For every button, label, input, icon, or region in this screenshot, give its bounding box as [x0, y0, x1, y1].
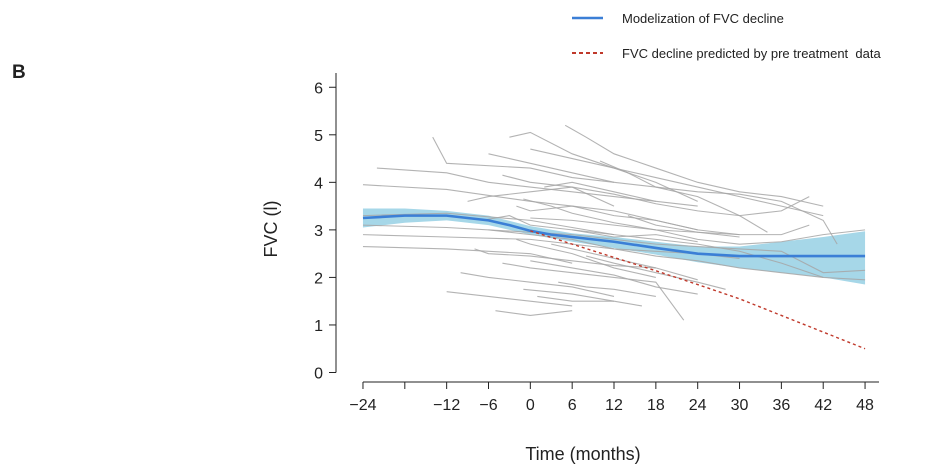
confidence-band-layer [362, 208, 866, 285]
confidence-band [362, 208, 866, 285]
patient-trajectory-line [537, 295, 615, 302]
x-tick-label: −12 [433, 397, 460, 414]
patient-trajectory-line [599, 160, 768, 233]
model-fvc-decline-line [362, 214, 866, 258]
x-tick-label: −24 [349, 397, 376, 414]
patient-trajectory-line [502, 262, 685, 321]
patient-trajectory-line [530, 148, 824, 217]
patient-trajectory-line [564, 124, 824, 207]
panel-label: B [12, 62, 26, 83]
patient-trajectory-line [530, 217, 866, 245]
patient-trajectory-line [362, 224, 866, 274]
x-tick-label: 24 [689, 397, 707, 414]
patient-trajectory-line [502, 174, 810, 217]
patient-trajectory-line [446, 291, 573, 307]
patient-trajectory-line [432, 136, 838, 245]
patient-trajectory-line [495, 310, 573, 317]
patient-trajectory-line [467, 186, 615, 207]
patient-trajectory-line [530, 260, 698, 295]
patient-trajectory-line [516, 238, 656, 278]
x-axis-title: Time (months) [525, 444, 640, 464]
patient-trajectory-line [460, 272, 615, 297]
x-tick-label: 42 [814, 397, 832, 414]
series-layer [362, 214, 866, 350]
legend-label-prediction: FVC decline predicted by pre treatment d… [622, 46, 881, 61]
patient-trajectory-line [551, 243, 656, 269]
x-tick-label: 18 [647, 397, 665, 414]
patient-trajectory-line [544, 181, 698, 207]
y-tick-label: 0 [314, 365, 323, 382]
patient-trajectory-line [585, 255, 726, 290]
y-tick-label: 1 [314, 318, 323, 335]
patient-trajectory-line [362, 212, 615, 236]
patient-trajectory-line [516, 205, 740, 236]
patient-trajectory-line [488, 229, 866, 281]
legend-label-model: Modelization of FVC decline [622, 11, 784, 26]
patient-trajectory-line [572, 229, 698, 243]
individual-patient-layer [362, 124, 866, 321]
patient-trajectory-line [627, 215, 740, 238]
y-tick-label: 2 [314, 270, 323, 287]
legend: Modelization of FVC decline FVC decline … [572, 11, 881, 61]
patient-trajectory-line [376, 167, 656, 202]
x-tick-label: 0 [526, 397, 535, 414]
x-tick-label: 30 [731, 397, 749, 414]
patient-trajectory-line [509, 131, 698, 202]
y-tick-label: 4 [314, 175, 323, 192]
patient-trajectory-line [488, 153, 615, 183]
x-tick-label: 36 [772, 397, 790, 414]
x-tick-label: 48 [856, 397, 874, 414]
patient-trajectory-line [362, 245, 573, 264]
y-tick-label: 5 [314, 128, 323, 145]
patient-trajectory-line [523, 288, 642, 307]
x-tick-label: 6 [568, 397, 577, 414]
y-tick-label: 6 [314, 80, 323, 97]
predicted-fvc-decline-line [530, 230, 866, 350]
y-axis-title: FVC (l) [261, 201, 281, 258]
y-tick-label: 3 [314, 223, 323, 240]
x-tick-label: −6 [479, 397, 497, 414]
x-tick-label: 12 [605, 397, 623, 414]
patient-trajectory-line [558, 281, 656, 297]
